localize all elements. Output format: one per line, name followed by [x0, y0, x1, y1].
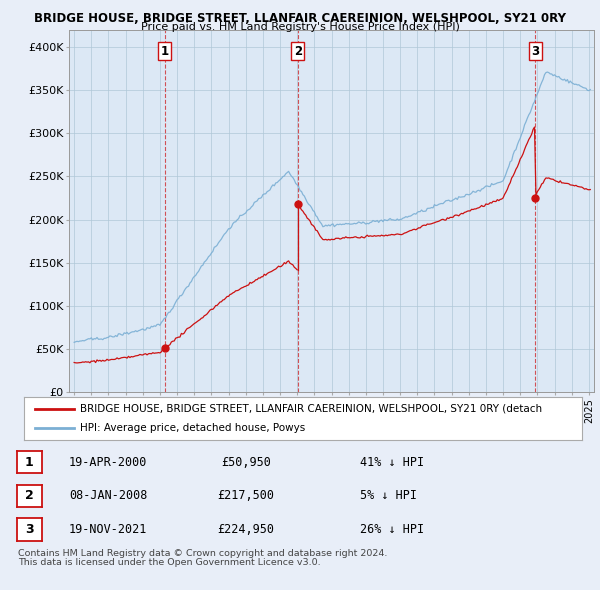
Text: Contains HM Land Registry data © Crown copyright and database right 2024.: Contains HM Land Registry data © Crown c…	[18, 549, 388, 558]
Text: BRIDGE HOUSE, BRIDGE STREET, LLANFAIR CAEREINION, WELSHPOOL, SY21 0RY (detach: BRIDGE HOUSE, BRIDGE STREET, LLANFAIR CA…	[80, 404, 542, 414]
Text: 3: 3	[25, 523, 34, 536]
Text: 1: 1	[161, 45, 169, 58]
Text: 5% ↓ HPI: 5% ↓ HPI	[360, 489, 417, 503]
Text: £217,500: £217,500	[217, 489, 275, 503]
Text: Price paid vs. HM Land Registry's House Price Index (HPI): Price paid vs. HM Land Registry's House …	[140, 22, 460, 32]
Text: £50,950: £50,950	[221, 455, 271, 469]
Text: HPI: Average price, detached house, Powys: HPI: Average price, detached house, Powy…	[80, 423, 305, 433]
Text: £224,950: £224,950	[217, 523, 275, 536]
Text: 3: 3	[531, 45, 539, 58]
Text: 2: 2	[293, 45, 302, 58]
Text: This data is licensed under the Open Government Licence v3.0.: This data is licensed under the Open Gov…	[18, 558, 320, 567]
Text: 26% ↓ HPI: 26% ↓ HPI	[360, 523, 424, 536]
Text: 41% ↓ HPI: 41% ↓ HPI	[360, 455, 424, 469]
Text: 19-NOV-2021: 19-NOV-2021	[69, 523, 148, 536]
Text: 08-JAN-2008: 08-JAN-2008	[69, 489, 148, 503]
Text: 19-APR-2000: 19-APR-2000	[69, 455, 148, 469]
Text: 2: 2	[25, 489, 34, 503]
Text: BRIDGE HOUSE, BRIDGE STREET, LLANFAIR CAEREINION, WELSHPOOL, SY21 0RY: BRIDGE HOUSE, BRIDGE STREET, LLANFAIR CA…	[34, 12, 566, 25]
Text: 1: 1	[25, 455, 34, 469]
